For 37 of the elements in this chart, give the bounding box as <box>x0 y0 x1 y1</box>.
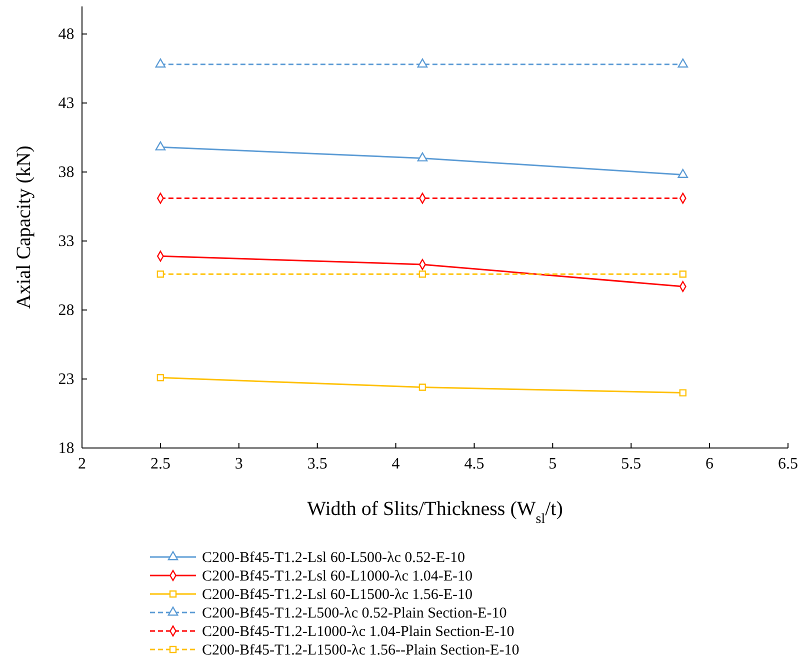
legend-label: C200-Bf45-T1.2-Lsl 60-L1500-λc 1.56-E-10 <box>202 587 473 603</box>
point <box>156 270 164 278</box>
legend-label: C200-Bf45-T1.2-L1000-λc 1.04-Plain Section-E-10 <box>202 624 514 640</box>
point <box>679 270 686 278</box>
x-tick-label: 2 <box>78 456 86 473</box>
y-tick-label: 43 <box>58 95 74 112</box>
legend-label: C200-Bf45-T1.2-L1500-λc 1.56--Plain Section-E-10 <box>202 642 520 658</box>
point <box>418 270 426 278</box>
point <box>155 141 166 150</box>
x-tick-label: 5 <box>548 456 557 473</box>
y-tick-label: 38 <box>58 164 74 182</box>
y-axis-title: Axial Capacity (kN) <box>13 146 35 309</box>
x-tick-label: 4 <box>392 456 400 473</box>
x-tick-label: 6 <box>706 456 714 473</box>
point <box>417 152 428 162</box>
x-tick-label: 5.5 <box>621 456 642 473</box>
y-tick-label: 23 <box>58 371 74 388</box>
x-tick-label: 2.5 <box>150 456 170 473</box>
legend-label: C200-Bf45-T1.2-L500-λc 0.52-Plain Section-E-10 <box>202 606 507 622</box>
x-tick-label: 3 <box>234 456 243 473</box>
x-tick-label: 3.5 <box>307 456 328 473</box>
y-tick-label: 48 <box>58 26 74 44</box>
x-tick-label: 4.5 <box>464 456 484 473</box>
legend-label: C200-Bf45-T1.2-Lsl 60-L1000-λc 1.04-E-10 <box>202 568 473 584</box>
point <box>155 58 166 68</box>
y-tick-label: 33 <box>58 233 74 250</box>
x-axis-title: Width of Slits/Thickness (W$_{sl}$/t) <box>307 498 563 526</box>
point <box>678 58 688 68</box>
y-tick-label: 28 <box>58 302 74 320</box>
y-tick-label: 18 <box>58 440 74 458</box>
point <box>418 384 426 391</box>
point <box>678 168 688 178</box>
legend-label: C200-Bf45-T1.2-Lsl 60-L500-λc 0.52-E-10 <box>202 550 466 566</box>
point <box>679 389 686 396</box>
point <box>156 374 164 382</box>
point <box>417 58 428 68</box>
x-tick-label: 6.5 <box>778 456 798 473</box>
